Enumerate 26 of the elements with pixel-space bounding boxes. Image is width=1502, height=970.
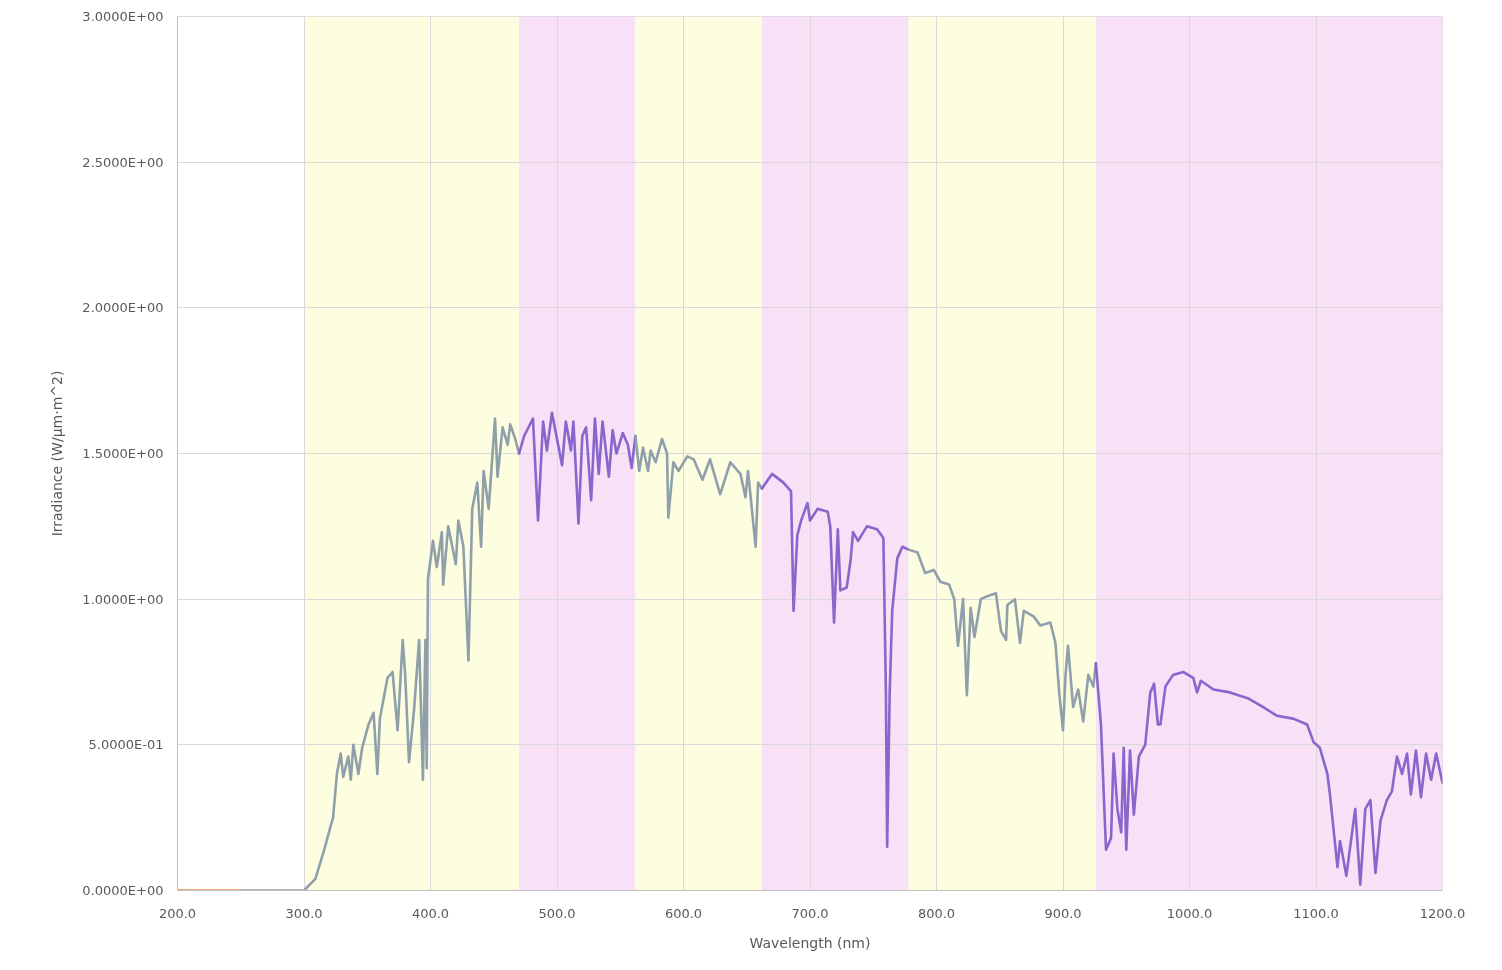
x-tick-label: 400.0 <box>411 905 450 921</box>
x-tick-label: 300.0 <box>285 905 323 921</box>
line-series <box>239 417 521 891</box>
x-tick-label: 900.0 <box>1044 905 1082 921</box>
y-tick-label: 2.0000E+00 <box>82 300 164 316</box>
line-series <box>760 472 910 849</box>
x-tick-label: 1200.0 <box>1419 905 1466 921</box>
x-axis-title: Wavelength (nm) <box>749 934 871 951</box>
y-tick-label: 0.0000E+00 <box>82 883 164 898</box>
x-tick-label: 1100.0 <box>1293 905 1339 921</box>
x-tick-label: 600.0 <box>664 905 703 921</box>
x-tick-label: 200.0 <box>158 905 197 921</box>
x-tick-label: 1000.0 <box>1166 905 1213 921</box>
y-tick-label: 1.5000E+00 <box>82 446 164 461</box>
line-series <box>1094 661 1443 886</box>
y-tick-label: 5.0000E-01 <box>88 737 164 753</box>
x-tick-label: 500.0 <box>538 905 576 921</box>
y-axis-title: Irradiance (W/µm·m^2) <box>49 370 66 537</box>
line-series <box>907 548 1098 732</box>
line-series <box>517 411 637 525</box>
y-tick-label: 2.5000E+00 <box>82 154 164 170</box>
x-tick-label: 800.0 <box>917 905 956 921</box>
line-series <box>634 434 764 549</box>
y-tick-label: 3.0000E+00 <box>82 9 164 24</box>
x-tick-label: 700.0 <box>791 905 829 921</box>
y-tick-label: 1.0000E+00 <box>82 591 164 607</box>
